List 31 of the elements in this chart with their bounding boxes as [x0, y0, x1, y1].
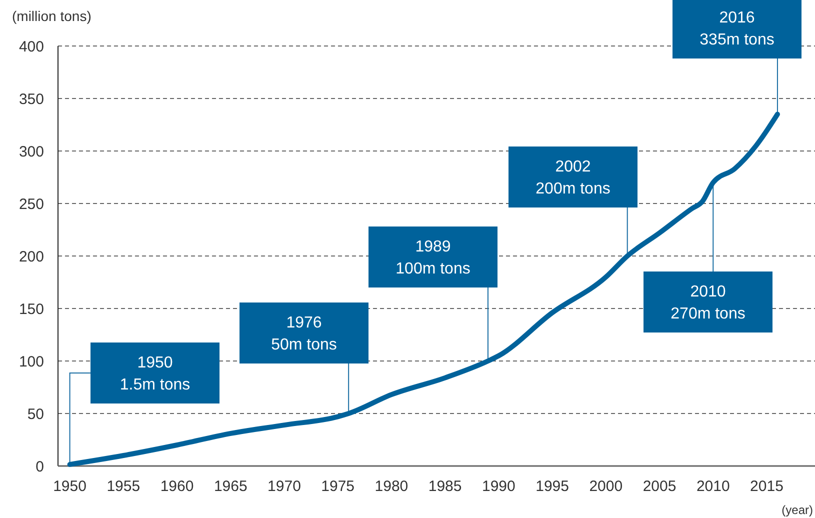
x-tick-label: 1985: [428, 478, 462, 495]
x-tick-label: 1950: [53, 478, 86, 495]
x-tick-label: 1990: [482, 478, 516, 495]
y-tick-label: 50: [27, 406, 44, 423]
x-axis-title: (year): [782, 503, 813, 517]
x-tick-label: 1955: [106, 478, 140, 495]
y-tick-label: 0: [36, 458, 44, 476]
x-tick-label: 2010: [696, 478, 730, 495]
x-tick-label: 1995: [536, 478, 569, 495]
x-tick-label: 2000: [589, 478, 623, 495]
x-tick-label: 1975: [321, 478, 355, 495]
y-tick-label: 150: [18, 300, 44, 318]
y-tick-label: 100: [18, 353, 44, 370]
annotation: 1989 100m tons: [396, 238, 470, 278]
annotation: 2016 335m tons: [700, 10, 774, 49]
annotation: 2010 270m tons: [670, 284, 746, 323]
y-axis-title: (million tons): [12, 8, 92, 24]
y-tick-label: 250: [18, 196, 44, 213]
annotation: 2002 200m tons: [536, 158, 610, 198]
x-tick-label: 1970: [268, 478, 301, 495]
y-tick-label: 400: [18, 38, 44, 56]
annotation: 1950 1.5m tons: [120, 354, 190, 394]
annotation: 1976 50m tons: [271, 314, 337, 354]
y-tick-label: 200: [18, 248, 44, 266]
x-tick-label: 2005: [642, 478, 676, 495]
x-tick-label: 1965: [214, 478, 248, 495]
x-tick-label: 2015: [750, 478, 784, 495]
x-tick-label: 1980: [374, 478, 408, 495]
y-tick-label: 350: [18, 90, 44, 108]
y-tick-label: 300: [18, 143, 44, 160]
x-tick-label: 1960: [160, 478, 194, 495]
